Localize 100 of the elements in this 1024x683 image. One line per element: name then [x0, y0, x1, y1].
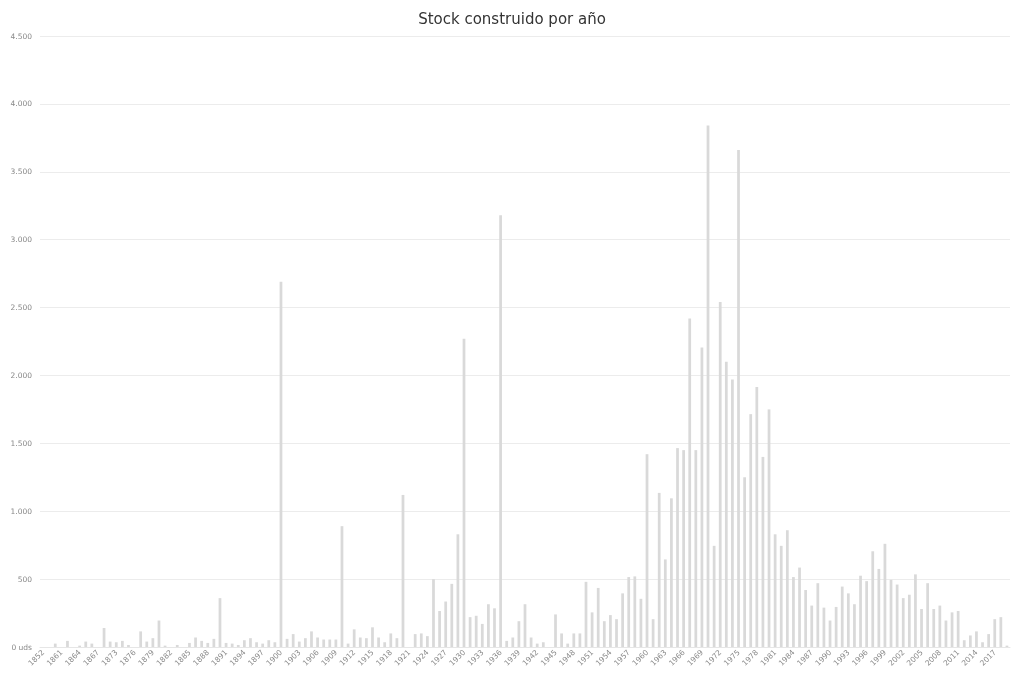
- bar: [200, 640, 204, 647]
- bar: [511, 637, 515, 647]
- bar: [834, 606, 838, 647]
- bar: [322, 639, 326, 647]
- bar: [792, 577, 795, 647]
- bar: [84, 641, 88, 647]
- bar: [419, 633, 423, 647]
- bar: [450, 583, 454, 647]
- bar: [243, 640, 246, 647]
- bar: [352, 629, 356, 647]
- bar: [383, 642, 387, 647]
- bar: [871, 551, 875, 647]
- bar: [90, 643, 94, 647]
- bar: [718, 302, 722, 647]
- bar: [785, 530, 789, 647]
- bar: [389, 633, 393, 647]
- bar: [895, 584, 899, 647]
- bar: [310, 631, 313, 647]
- bar: [66, 640, 69, 647]
- bar: [255, 642, 258, 647]
- bar: [859, 575, 862, 647]
- bar: [926, 583, 930, 647]
- bar: [188, 642, 191, 647]
- bar: [230, 643, 234, 647]
- bar: [633, 576, 637, 647]
- bar: [480, 623, 484, 647]
- bar: [426, 636, 429, 647]
- bar: [938, 605, 942, 647]
- bar: [914, 574, 917, 647]
- bar: [151, 638, 155, 647]
- bar: [920, 608, 923, 647]
- bar: [663, 559, 667, 647]
- bar: [596, 587, 600, 647]
- chart-title: Stock construido por año: [418, 9, 606, 28]
- bar: [615, 619, 618, 647]
- bar: [840, 586, 844, 647]
- bar: [291, 634, 295, 647]
- bar: [968, 635, 972, 647]
- bar: [474, 615, 478, 647]
- bar: [627, 577, 631, 647]
- bar: [688, 318, 692, 647]
- bar: [993, 619, 997, 647]
- bar: [846, 593, 850, 647]
- bar: [438, 611, 441, 647]
- bar: [932, 608, 936, 647]
- bar: [145, 641, 149, 647]
- bar: [53, 643, 57, 647]
- bar: [755, 386, 759, 647]
- bar: [816, 583, 820, 647]
- bar: [413, 634, 417, 647]
- bar: [194, 637, 197, 647]
- bar: [566, 643, 570, 647]
- bar: [865, 581, 869, 647]
- bar: [981, 642, 984, 647]
- bar: [108, 641, 112, 647]
- bar: [377, 637, 380, 647]
- bar: [487, 604, 490, 647]
- bar: [493, 608, 496, 647]
- bar: [901, 598, 905, 647]
- bar: [358, 637, 362, 647]
- bar: [127, 644, 130, 647]
- bar: [907, 594, 911, 647]
- bar: [139, 631, 143, 647]
- bar: [749, 414, 753, 647]
- bar: [560, 633, 563, 647]
- bar: [798, 567, 801, 647]
- bar: [206, 642, 210, 647]
- bar: [297, 641, 301, 647]
- bar: [609, 615, 612, 647]
- bar: [236, 644, 240, 647]
- bar: [877, 568, 881, 647]
- bar: [267, 640, 271, 647]
- bar: [737, 150, 740, 647]
- bar: [621, 593, 624, 647]
- bar: [505, 640, 509, 647]
- bar: [779, 545, 783, 647]
- bar: [956, 611, 960, 647]
- bar: [731, 379, 734, 647]
- bar: [804, 589, 807, 647]
- bar: [999, 617, 1003, 647]
- bar: [682, 450, 685, 647]
- bar: [657, 492, 661, 647]
- bar: [304, 638, 307, 647]
- bar: [535, 643, 539, 647]
- bar: [249, 638, 252, 647]
- bar: [743, 477, 746, 647]
- bar: [371, 627, 374, 647]
- bar: [853, 604, 856, 647]
- bar: [444, 601, 448, 647]
- bar: [987, 634, 991, 647]
- bar: [975, 631, 978, 647]
- bar: [328, 639, 332, 647]
- bar: [572, 633, 576, 647]
- bar: [962, 640, 966, 647]
- bar: [554, 614, 557, 647]
- bar: [120, 640, 124, 647]
- bar: [432, 579, 435, 647]
- bar: [316, 637, 319, 647]
- bar: [114, 642, 118, 647]
- bar: [676, 448, 679, 647]
